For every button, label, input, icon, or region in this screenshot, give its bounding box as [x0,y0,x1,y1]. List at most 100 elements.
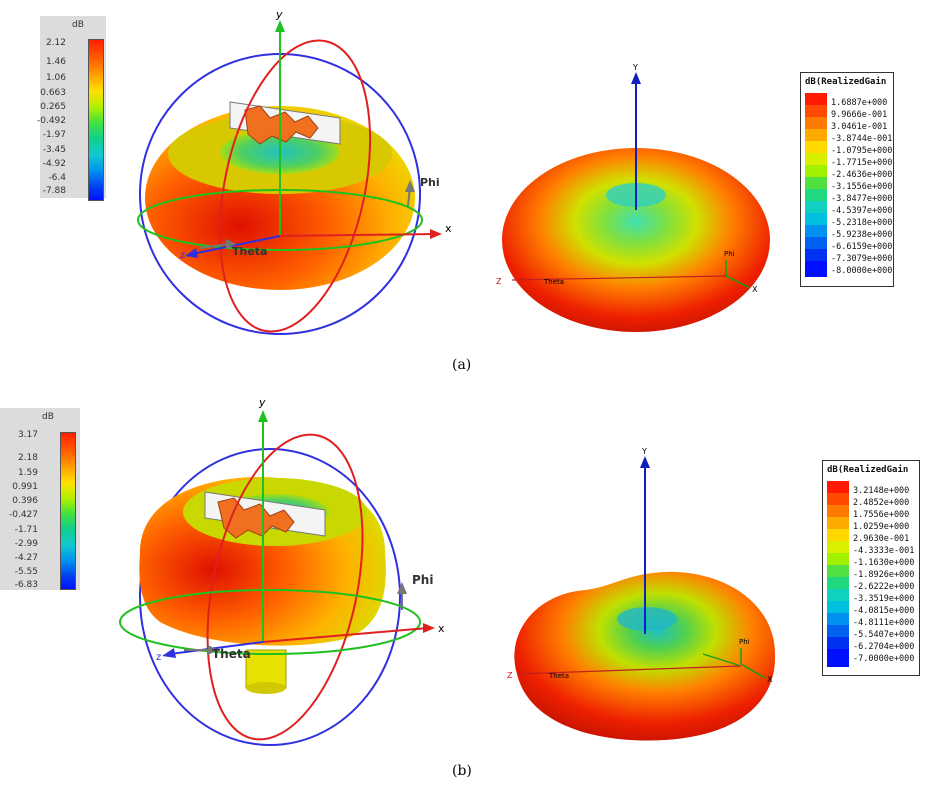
legend-entry: -5.2318e+000 [831,218,893,228]
donut-hole [617,607,677,631]
legend-entry: -5.9238e+000 [831,230,893,240]
colorbar-tick: -1.97 [42,130,66,140]
colorbar-tick: 1.59 [17,468,38,478]
axis-label-z: Z [507,671,513,680]
colorbar-tick: 0.396 [12,496,38,506]
theta-circle-red [206,433,364,741]
legend-entry: -1.7715e+000 [831,158,893,168]
colorbar-tick: -2.99 [14,539,38,549]
legend-entry: -6.2704e+000 [853,642,915,652]
donut-body [502,148,770,332]
colorbar-gradient [88,39,104,201]
legend-entry: 2.9630e-001 [853,534,910,544]
axis-label-x: x [445,222,452,235]
legend-entry: -7.0000e+000 [853,654,915,664]
colorbar-tick: 2.18 [17,453,38,463]
colorbar-tick: -7.88 [42,186,66,196]
legend-entry: -3.3519e+000 [853,594,915,604]
legend-title: dB(RealizedGain [805,77,887,87]
colorbar-tick: -4.92 [42,159,66,169]
colorbar-b: dB 3.17 2.18 1.59 0.991 0.396 -0.427 -1.… [0,408,80,590]
axis-label-z: z [156,652,161,663]
legend-a: dB(RealizedGain 1.6887e+000 9.9666e-001 … [800,72,894,287]
legend-entry: 1.0259e+000 [853,522,910,532]
radiation-pattern-3d-a: Y X Z Theta Phi [496,63,770,332]
radiation-pattern-3d-antenna-b: y x z Theta Phi [119,396,445,746]
colorbar-unit: dB [72,20,84,30]
colorbar-gradient [60,432,76,590]
axis-label-theta: Theta [548,672,569,680]
axis-label-phi: Phi [739,638,750,646]
panel-b: dB 3.17 2.18 1.59 0.991 0.396 -0.427 -1.… [0,392,929,792]
legend-entry: -3.1556e+000 [831,182,893,192]
legend-entry: -8.0000e+000 [831,266,893,276]
legend-entry: -1.1630e+000 [853,558,915,568]
colorbar-tick: -1.71 [14,525,38,535]
axis-label-y: Y [632,63,638,72]
colorbar-tick: -3.45 [42,145,66,155]
radiation-pattern-3d-b: Y X Z Theta Phi [507,447,776,741]
antenna-patch [217,497,295,539]
colorbar-tick: 0.663 [40,88,66,98]
axis-label-x: X [752,285,758,294]
legend-entry: -4.0815e+000 [853,606,915,616]
axis-label-theta: Theta [232,245,267,258]
legend-entry: 9.9666e-001 [831,110,888,120]
legend-entry: -4.8111e+000 [853,618,915,628]
legend-entry: -7.3079e+000 [831,254,893,264]
legend-swatches [827,481,849,667]
axis-label-theta: Theta [543,278,564,286]
connector-cylinder [245,649,287,689]
colorbar-tick: -5.55 [14,567,38,577]
colorbar-tick: -6.4 [48,173,66,183]
legend-entry: -4.5397e+000 [831,206,893,216]
legend-entry: -6.6159e+000 [831,242,893,252]
theta-circle-red [218,39,372,333]
colorbar-unit: dB [42,412,54,422]
equator-circle-green [119,589,421,655]
colorbar-tick: 1.06 [45,73,66,83]
legend-entry: 1.7556e+000 [853,510,910,520]
axis-label-phi: Phi [420,176,440,189]
panel-a: dB 2.12 1.46 1.06 0.663 0.265 -0.492 -1.… [0,0,929,380]
radiation-pattern-3d-antenna-a: y x z Theta Phi [137,8,452,335]
colorbar-tick: 0.991 [12,482,38,492]
axis-label-theta: Theta [212,647,251,661]
donut-body [514,571,776,741]
axis-label-z: z [180,250,185,261]
axis-label-y: y [275,8,283,21]
colorbar-tick: -0.492 [36,116,66,126]
colorbar-tick: 3.17 [17,430,38,440]
colorbar-a: dB 2.12 1.46 1.06 0.663 0.265 -0.492 -1.… [37,16,106,201]
colorbar-tick: 2.12 [45,38,66,48]
legend-title: dB(RealizedGain [827,465,909,475]
legend-entry: -5.5407e+000 [853,630,915,640]
legend-entry: -4.3333e-001 [853,546,915,556]
caption-b: (b) [452,763,472,779]
colorbar-tick: -0.427 [8,510,38,520]
axis-label-y: Y [641,447,647,456]
colorbar-tick: -6.83 [14,580,38,590]
axis-label-x: x [438,622,445,635]
antenna-patch [244,105,319,145]
colorbar-tick: 0.265 [40,102,66,112]
colorbar-tick: -4.27 [14,553,38,563]
legend-entry: 2.4852e+000 [853,498,910,508]
colorbar-tick: 1.46 [45,57,66,67]
legend-entry: -1.8926e+000 [853,570,915,580]
legend-entry: -3.8477e+000 [831,194,893,204]
axis-label-phi: Phi [412,573,433,587]
caption-a: (a) [452,357,472,373]
legend-entry: -2.6222e+000 [853,582,915,592]
axis-label-x: X [767,675,773,684]
legend-entry: -1.0795e+000 [831,146,893,156]
legend-entry: 1.6887e+000 [831,98,888,108]
axis-label-z: Z [496,277,502,286]
axis-label-phi: Phi [724,250,735,258]
legend-b: dB(RealizedGain 3.2148e+000 2.4852e+000 … [822,460,920,676]
axis-label-y: y [258,396,266,409]
legend-entry: -3.8744e-001 [831,134,893,144]
legend-entry: -2.4636e+000 [831,170,893,180]
legend-entry: 3.0461e-001 [831,122,888,132]
legend-entry: 3.2148e+000 [853,486,910,496]
